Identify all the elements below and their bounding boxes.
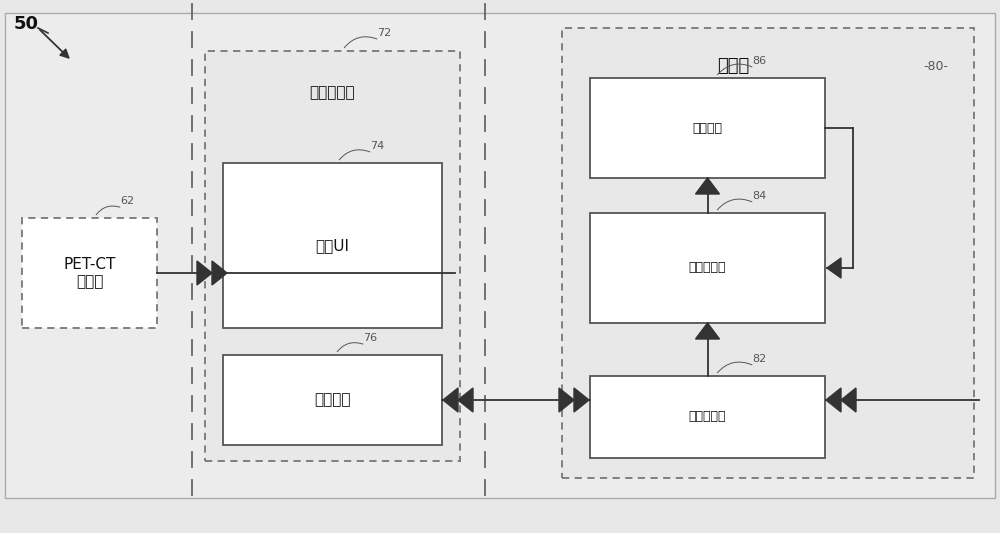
Bar: [562, 28, 974, 478]
Polygon shape: [696, 178, 720, 194]
Text: 76: 76: [363, 333, 378, 343]
Polygon shape: [841, 388, 856, 412]
Bar: [590, 213, 825, 323]
Text: 客户端设备: 客户端设备: [310, 85, 355, 101]
Polygon shape: [559, 388, 574, 412]
Text: 84: 84: [752, 191, 767, 201]
Bar: [590, 78, 825, 178]
Polygon shape: [574, 388, 589, 412]
Text: 服务器: 服务器: [717, 57, 749, 75]
Bar: [223, 355, 442, 445]
Polygon shape: [458, 388, 473, 412]
Polygon shape: [197, 261, 212, 285]
Bar: [590, 376, 825, 458]
Text: 客户端接口: 客户端接口: [689, 410, 726, 424]
Text: 网络接口: 网络接口: [314, 392, 351, 408]
Text: 62: 62: [120, 196, 135, 206]
Text: 86: 86: [752, 56, 767, 66]
Bar: [22, 218, 157, 328]
Text: 本地UI: 本地UI: [316, 238, 350, 253]
Text: PET-CT
扫描器: PET-CT 扫描器: [63, 257, 116, 289]
Text: 50: 50: [14, 15, 39, 33]
Text: 标准化元件: 标准化元件: [689, 262, 726, 274]
Bar: [223, 163, 442, 328]
Polygon shape: [443, 388, 458, 412]
Polygon shape: [212, 261, 227, 285]
Text: 82: 82: [752, 354, 767, 364]
Text: 74: 74: [370, 141, 385, 151]
Text: 诊断元件: 诊断元件: [692, 122, 722, 134]
Bar: [205, 51, 460, 461]
Polygon shape: [826, 388, 841, 412]
Text: -80-: -80-: [924, 60, 948, 72]
Polygon shape: [827, 258, 841, 278]
Polygon shape: [696, 323, 720, 339]
Text: 72: 72: [377, 28, 392, 38]
